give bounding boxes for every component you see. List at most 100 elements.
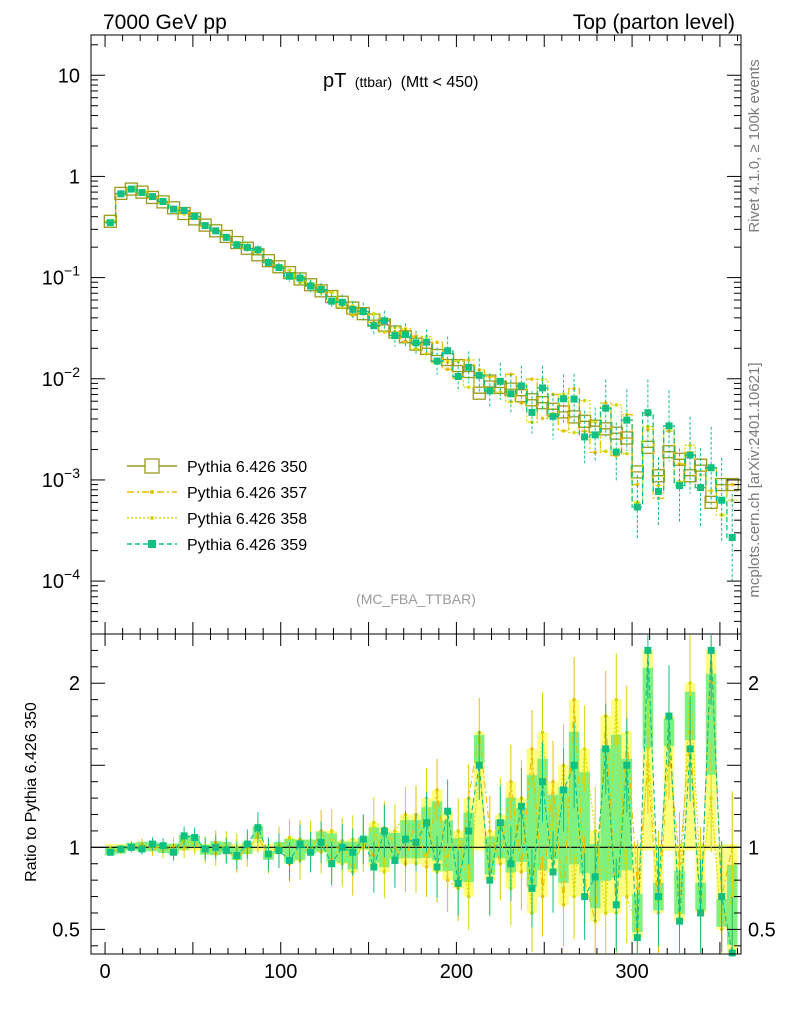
ratio-marker-py359 (454, 879, 462, 887)
ratio-marker-py359 (391, 856, 399, 864)
marker-py359 (602, 404, 610, 412)
y-tick-label: 10−3 (42, 465, 80, 492)
ratio-marker-py359 (581, 893, 589, 901)
ratio-marker-py359 (423, 819, 431, 827)
ratio-marker-py359 (254, 824, 262, 832)
marker-py359 (359, 308, 367, 316)
ratio-marker-py359 (191, 833, 199, 841)
marker-py359 (380, 317, 388, 325)
ratio-marker-py359 (127, 843, 135, 851)
marker-py358 (329, 290, 334, 295)
ratio-marker-py359 (433, 863, 441, 871)
marker-py359 (623, 416, 631, 424)
ratio-marker-py359 (180, 832, 188, 840)
y-tick-label: 10 (58, 65, 80, 87)
marker-py359 (275, 264, 283, 272)
marker-py359 (475, 371, 483, 379)
marker-py357 (424, 352, 429, 356)
ratio-marker (625, 894, 629, 899)
marker-py359 (170, 205, 178, 213)
marker-py359 (591, 431, 599, 439)
marker-py359 (338, 298, 346, 306)
ratio-marker (551, 779, 555, 784)
ratio-marker (646, 747, 650, 751)
ratio-marker (487, 829, 492, 833)
ratio-marker (372, 820, 376, 825)
band-green-bin (621, 758, 633, 871)
ratio-marker-py359 (676, 917, 684, 925)
ratio-marker-py359 (475, 761, 483, 769)
marker-py359 (528, 408, 536, 416)
legend-label: Pythia 6.426 359 (187, 537, 307, 554)
ratio-marker (688, 681, 692, 686)
marker-py350 (114, 186, 128, 201)
marker-py357 (593, 450, 597, 455)
ratio-marker-py359 (538, 778, 546, 786)
axes-frame (90, 34, 742, 955)
marker-py359 (707, 464, 715, 472)
ratio-marker-py359 (665, 712, 673, 720)
ratio-marker-py359 (623, 761, 631, 769)
marker-py358 (456, 359, 460, 364)
y-tick-label: 1 (69, 166, 80, 188)
legend-item: Pythia 6.426 350 (127, 458, 307, 476)
ratio-marker-py359 (212, 843, 220, 851)
ratio-marker-py359 (560, 786, 568, 794)
legend-marker (150, 516, 154, 520)
ratio-marker (435, 788, 439, 792)
marker-py350 (103, 214, 117, 228)
marker-py350 (472, 386, 486, 400)
marker-py359 (465, 363, 473, 371)
marker-py358 (656, 483, 661, 488)
marker-py359 (127, 185, 135, 193)
marker-py350 (135, 185, 149, 199)
ratio-marker-py359 (328, 860, 336, 868)
ratio-marker (709, 796, 713, 800)
marker-py359 (307, 282, 315, 290)
ratio-marker (603, 911, 608, 915)
marker-py359 (581, 433, 589, 441)
ratio-marker (572, 894, 576, 899)
ratio-marker (530, 747, 534, 751)
ratio-marker-py359 (570, 761, 578, 769)
ratio-marker-py359 (412, 838, 420, 846)
uncertainty-bands (105, 650, 738, 953)
ratio-marker-py359 (401, 835, 409, 843)
marker-py359 (486, 387, 494, 395)
marker-py359 (328, 297, 336, 305)
marker-py357 (540, 416, 545, 421)
ratio-ylabel: Ratio to Pythia 6.426 350 (23, 702, 40, 882)
marker-py359 (370, 322, 378, 330)
rivet-label: Rivet 4.1.0, ≥ 100k events (746, 59, 763, 232)
ratio-marker (329, 829, 334, 833)
ratio-marker-py359 (380, 827, 388, 835)
marker-py357 (572, 386, 576, 391)
marker-py357 (445, 367, 450, 372)
marker-py359 (433, 357, 441, 365)
legend-label: Pythia 6.426 350 (187, 459, 307, 476)
marker-py359 (644, 409, 652, 417)
ratio-marker-py359 (307, 848, 315, 856)
band-green-bin (558, 787, 569, 883)
ratio-tick-label-left: 2 (69, 673, 80, 695)
ratio-marker (582, 747, 587, 751)
marker-py359 (538, 384, 546, 392)
series-layer (103, 182, 739, 582)
ratio-marker-py359 (159, 842, 167, 850)
marker-py359 (686, 451, 694, 459)
band-green-bin (611, 734, 622, 878)
ratio-marker (182, 847, 186, 851)
marker-py359 (570, 395, 578, 403)
legend-label: Pythia 6.426 358 (187, 511, 307, 528)
marker-py359 (697, 484, 705, 492)
ratio-marker-py359 (549, 868, 557, 876)
ratio-marker-py359 (528, 884, 536, 892)
marker-py358 (382, 330, 387, 334)
marker-py357 (561, 429, 566, 433)
marker-py357 (603, 401, 608, 405)
legend: Pythia 6.426 350 Pythia 6.426 357 Pythia 6… (127, 458, 307, 554)
marker-py359 (296, 274, 304, 282)
marker-py357 (403, 339, 408, 344)
ratio-marker-py359 (349, 848, 357, 856)
